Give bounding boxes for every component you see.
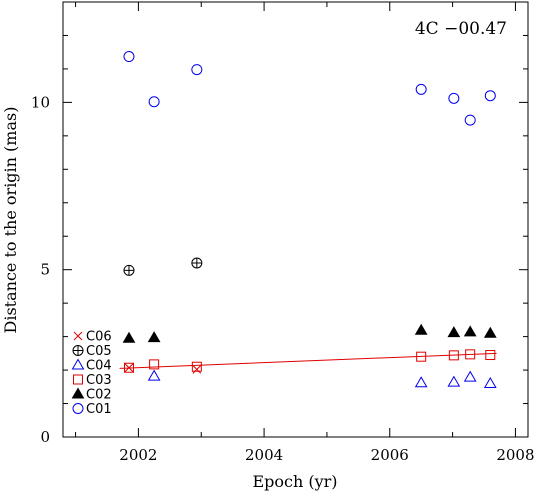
legend-label-c01: C01 xyxy=(86,402,112,417)
data-points xyxy=(122,51,497,388)
y-tick-label: 5 xyxy=(40,261,50,279)
data-point-c01 xyxy=(484,90,496,102)
data-point-c01 xyxy=(123,51,135,63)
data-point-c04 xyxy=(414,376,428,388)
data-point-c04 xyxy=(147,369,161,381)
legend-item-c01: C01 xyxy=(72,402,112,417)
legend-label-c05: C05 xyxy=(86,344,112,359)
data-point-c04 xyxy=(483,376,497,388)
legend-marker-c04 xyxy=(71,358,85,370)
legend-label-c02: C02 xyxy=(86,388,112,403)
legend-item-c03: C03 xyxy=(73,373,112,388)
data-point-c03 xyxy=(149,359,160,370)
data-point-c03 xyxy=(123,362,134,373)
data-point-c05 xyxy=(123,264,135,276)
legend-item-c05: C05 xyxy=(72,344,112,359)
data-point-c02 xyxy=(447,326,461,338)
x-tick-label: 2004 xyxy=(245,446,283,464)
x-tick-label: 2002 xyxy=(119,446,157,464)
data-point-c03 xyxy=(191,361,202,372)
legend-marker-c02 xyxy=(71,387,85,399)
data-point-c05 xyxy=(191,257,203,269)
legend-marker-c01 xyxy=(72,403,84,414)
data-point-c06 xyxy=(124,363,134,373)
y-tick-labels: 0 5 10 xyxy=(31,93,50,446)
legend-item-c02: C02 xyxy=(71,387,112,403)
y-tick-label: 0 xyxy=(40,428,50,446)
fit-line xyxy=(119,352,497,369)
fit-line-layer xyxy=(119,352,497,369)
data-point-c03 xyxy=(485,350,496,361)
legend-item-c04: C04 xyxy=(71,358,112,374)
data-point-c04 xyxy=(463,370,477,382)
x-tick-label: 2008 xyxy=(496,446,534,464)
plot-frame xyxy=(62,1,529,438)
data-point-c02 xyxy=(147,331,161,343)
data-point-c06 xyxy=(192,365,202,374)
data-point-c02 xyxy=(483,326,497,338)
data-point-c03 xyxy=(416,351,427,362)
data-point-c01 xyxy=(191,64,203,76)
legend-marker-c05 xyxy=(72,345,84,356)
x-tick-labels: 2002 2004 2006 2008 xyxy=(119,446,534,464)
legend-label-c04: C04 xyxy=(86,359,112,374)
x-axis-title: Epoch (yr) xyxy=(252,472,337,491)
legend-marker-c03 xyxy=(73,374,83,385)
legend-label-c03: C03 xyxy=(86,373,112,388)
data-point-c01 xyxy=(415,83,427,95)
legend-item-c06: C06 xyxy=(73,330,112,345)
data-point-c01 xyxy=(148,96,160,108)
data-point-c02 xyxy=(414,323,428,335)
legend-marker-c06 xyxy=(73,331,83,341)
y-axis-title: Distance to the origin (mas) xyxy=(1,107,20,334)
data-point-c01 xyxy=(464,114,476,126)
legend-label-c06: C06 xyxy=(86,330,112,345)
y-tick-label: 10 xyxy=(31,93,50,111)
data-point-c03 xyxy=(448,350,459,361)
data-point-c03 xyxy=(465,349,476,360)
data-point-c02 xyxy=(463,325,477,337)
data-point-c04 xyxy=(447,375,461,387)
x-tick-label: 2006 xyxy=(371,446,409,464)
data-point-c02 xyxy=(122,331,136,343)
data-point-c01 xyxy=(448,92,460,104)
chart-annotation: 4C −00.47 xyxy=(415,19,507,39)
